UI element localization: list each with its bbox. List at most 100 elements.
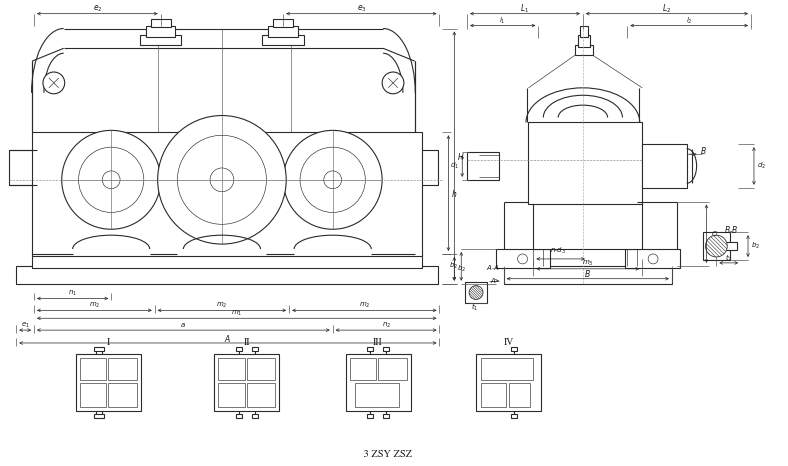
Bar <box>139 35 181 45</box>
Text: 图3 ZSY、ZSZ 减速器外形: 图3 ZSY、ZSZ 减速器外形 <box>361 449 427 459</box>
Circle shape <box>324 171 341 189</box>
Circle shape <box>61 130 161 229</box>
Circle shape <box>382 72 404 94</box>
Text: $n_2$: $n_2$ <box>381 321 391 330</box>
Circle shape <box>649 254 658 264</box>
Bar <box>725 242 737 250</box>
Text: $m_1$: $m_1$ <box>231 308 243 318</box>
Text: $e_1$: $e_1$ <box>20 321 30 330</box>
Bar <box>32 254 422 268</box>
Text: $n_1$: $n_1$ <box>68 289 77 298</box>
Text: $m_2$: $m_2$ <box>359 301 370 310</box>
Text: $A$-$A$: $A$-$A$ <box>486 263 500 272</box>
Text: $m_3$: $m_3$ <box>582 259 593 268</box>
Bar <box>703 232 730 260</box>
Text: $A$: $A$ <box>225 333 232 343</box>
Circle shape <box>300 147 366 212</box>
Text: $l_1$: $l_1$ <box>500 15 506 26</box>
Text: $B$: $B$ <box>701 144 707 156</box>
Bar <box>383 414 389 418</box>
Bar <box>626 249 680 268</box>
Bar <box>481 358 533 380</box>
Text: $d_1$: $d_1$ <box>450 161 459 171</box>
Bar <box>17 266 437 284</box>
Text: $A$: $A$ <box>490 276 496 285</box>
Text: $L_2$: $L_2$ <box>663 2 671 15</box>
Bar <box>76 354 141 411</box>
Text: $m_2$: $m_2$ <box>88 301 100 310</box>
Text: $n$-$d_3$: $n$-$d_3$ <box>550 246 566 256</box>
Text: $l_2$: $l_2$ <box>686 15 693 26</box>
Circle shape <box>518 254 527 264</box>
Bar <box>247 383 275 407</box>
Bar <box>251 347 258 351</box>
Bar <box>80 358 106 380</box>
Circle shape <box>210 168 234 192</box>
Text: $B$: $B$ <box>585 268 591 279</box>
Text: I: I <box>106 337 110 347</box>
Bar <box>378 358 407 380</box>
Bar <box>355 383 399 407</box>
Bar <box>481 383 506 407</box>
Bar <box>580 26 588 37</box>
Bar <box>273 19 293 27</box>
Bar <box>410 150 437 185</box>
Circle shape <box>283 130 382 229</box>
Circle shape <box>43 72 65 94</box>
Bar <box>108 383 137 407</box>
Text: III: III <box>374 337 383 347</box>
Text: $L_1$: $L_1$ <box>520 2 530 15</box>
Bar <box>467 152 499 180</box>
Circle shape <box>102 171 120 189</box>
Bar <box>465 281 487 303</box>
Text: $b_2$: $b_2$ <box>457 264 466 274</box>
Bar <box>476 354 541 411</box>
Bar <box>80 383 106 407</box>
Text: $B$-$B$: $B$-$B$ <box>724 224 738 235</box>
Text: $e_3$: $e_3$ <box>356 3 366 14</box>
Bar <box>642 144 686 188</box>
Bar <box>247 358 275 380</box>
Text: $e_2$: $e_2$ <box>92 3 102 14</box>
Bar <box>214 354 279 411</box>
Bar <box>262 35 304 45</box>
Circle shape <box>158 116 286 244</box>
Text: II: II <box>243 337 250 347</box>
Bar <box>346 354 411 411</box>
Bar <box>383 347 389 351</box>
Bar <box>529 123 642 204</box>
Text: $C$: $C$ <box>711 229 718 238</box>
Bar <box>511 414 517 418</box>
Bar <box>533 202 642 249</box>
Bar <box>575 45 593 55</box>
Text: $t_1$: $t_1$ <box>471 302 479 313</box>
Bar <box>511 347 517 351</box>
Bar <box>32 132 422 256</box>
Text: $d_2$: $d_2$ <box>757 161 767 171</box>
Circle shape <box>79 147 144 212</box>
Text: $m_2$: $m_2$ <box>216 301 228 310</box>
Bar <box>367 414 374 418</box>
Text: $b_2$: $b_2$ <box>752 241 760 251</box>
Bar <box>9 150 37 185</box>
Text: $H$: $H$ <box>458 151 465 162</box>
Bar <box>218 383 245 407</box>
Bar <box>146 26 176 37</box>
Bar <box>350 358 376 380</box>
Bar <box>236 414 242 418</box>
Bar <box>95 414 104 418</box>
Circle shape <box>177 135 266 224</box>
Circle shape <box>705 235 727 257</box>
Text: $t_2$: $t_2$ <box>725 252 732 264</box>
Text: $h$: $h$ <box>452 188 458 199</box>
Bar <box>269 26 298 37</box>
Bar <box>108 358 137 380</box>
Bar <box>367 347 374 351</box>
Bar <box>236 347 242 351</box>
Bar <box>218 358 245 380</box>
Circle shape <box>469 286 483 300</box>
Bar <box>251 414 258 418</box>
Bar <box>578 35 589 48</box>
Text: 装配型式: 装配型式 <box>217 348 227 358</box>
Bar <box>504 266 672 284</box>
